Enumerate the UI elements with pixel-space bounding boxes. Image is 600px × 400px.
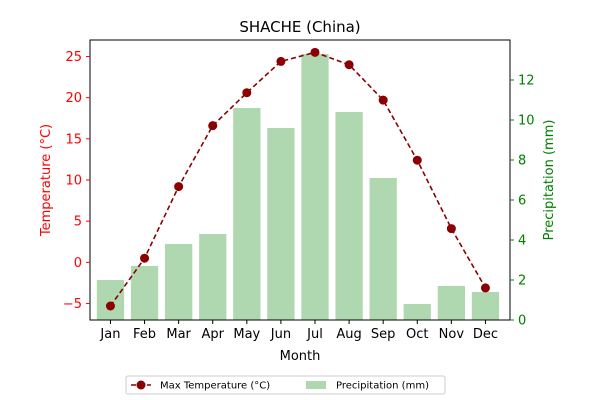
x-tick-label: Nov xyxy=(439,327,465,342)
y-left-tick-label: 0 xyxy=(74,256,82,271)
x-tick-label: Apr xyxy=(201,327,224,342)
x-tick-label: Oct xyxy=(406,327,428,342)
y-left-tick-label: 5 xyxy=(74,215,82,230)
y-left-tick-label: 25 xyxy=(65,50,82,65)
x-tick-label: Mar xyxy=(166,327,191,342)
y-right-tick-label: 10 xyxy=(518,114,535,129)
y-right-tick-label: 4 xyxy=(518,234,526,249)
temperature-point xyxy=(105,301,115,311)
precipitation-bars xyxy=(96,54,500,320)
legend-bar-swatch xyxy=(306,381,326,389)
x-tick-label: Dec xyxy=(473,327,498,342)
precipitation-bar xyxy=(301,54,329,320)
temperature-line-layer xyxy=(105,47,490,311)
precipitation-bar xyxy=(267,128,295,320)
temperature-point xyxy=(412,155,422,165)
temperature-point xyxy=(174,182,184,192)
y-right-tick-label: 0 xyxy=(518,314,526,329)
y-right-tick-label: 12 xyxy=(518,74,535,89)
temperature-point xyxy=(378,95,388,105)
temperature-point xyxy=(140,253,150,263)
y-right-tick-label: 2 xyxy=(518,274,526,289)
x-axis-label: Month xyxy=(280,349,321,364)
temperature-point xyxy=(208,121,218,131)
precipitation-bar xyxy=(233,108,261,320)
y-left-tick-label: 20 xyxy=(65,91,82,106)
temperature-point xyxy=(446,224,456,234)
x-tick-label: Feb xyxy=(133,327,156,342)
legend: Max Temperature (°C) Precipitation (mm) xyxy=(125,375,446,395)
y-right-tick-label: 8 xyxy=(518,154,526,169)
precipitation-bar xyxy=(471,292,500,320)
x-tick-label: Jan xyxy=(99,327,120,342)
precipitation-bar xyxy=(335,112,363,320)
precipitation-bar xyxy=(165,244,193,320)
temperature-point xyxy=(310,47,320,57)
precipitation-bar xyxy=(96,280,125,320)
y-left-tick-label: 15 xyxy=(65,132,82,147)
temperature-point xyxy=(242,88,252,98)
x-tick-label: Jun xyxy=(270,327,291,342)
legend-label-precipitation: Precipitation (mm) xyxy=(336,381,429,392)
x-tick-label: Aug xyxy=(336,327,361,342)
precipitation-bar xyxy=(199,234,227,320)
precipitation-bar xyxy=(437,286,465,320)
axes: Jan Feb Mar Apr May Jun Jul Aug Sep Oct Nov Dec −5 0 5… xyxy=(63,39,535,342)
x-tick-label: Sep xyxy=(371,327,396,342)
temperature-point xyxy=(344,60,354,70)
x-tick-label: Jul xyxy=(306,327,323,342)
temperature-point xyxy=(276,56,286,66)
y-left-tick-label: 10 xyxy=(65,174,82,189)
y-left-tick-label: −5 xyxy=(63,297,82,312)
temperature-point xyxy=(480,283,490,293)
legend-label-temperature: Max Temperature (°C) xyxy=(160,381,270,392)
chart-title: SHACHE (China) xyxy=(239,18,360,36)
temperature-line xyxy=(109,51,487,307)
precipitation-bar xyxy=(403,304,431,320)
y-right-tick-label: 6 xyxy=(518,194,526,209)
x-tick-label: May xyxy=(233,327,260,342)
precipitation-bar xyxy=(130,266,159,320)
legend-marker-swatch xyxy=(136,380,146,390)
y-axis-left-label: Temperature (°C) xyxy=(39,124,54,237)
precipitation-bar xyxy=(369,178,397,320)
y-axis-right-label: Precipitation (mm) xyxy=(542,120,557,241)
legend-box xyxy=(125,375,446,395)
